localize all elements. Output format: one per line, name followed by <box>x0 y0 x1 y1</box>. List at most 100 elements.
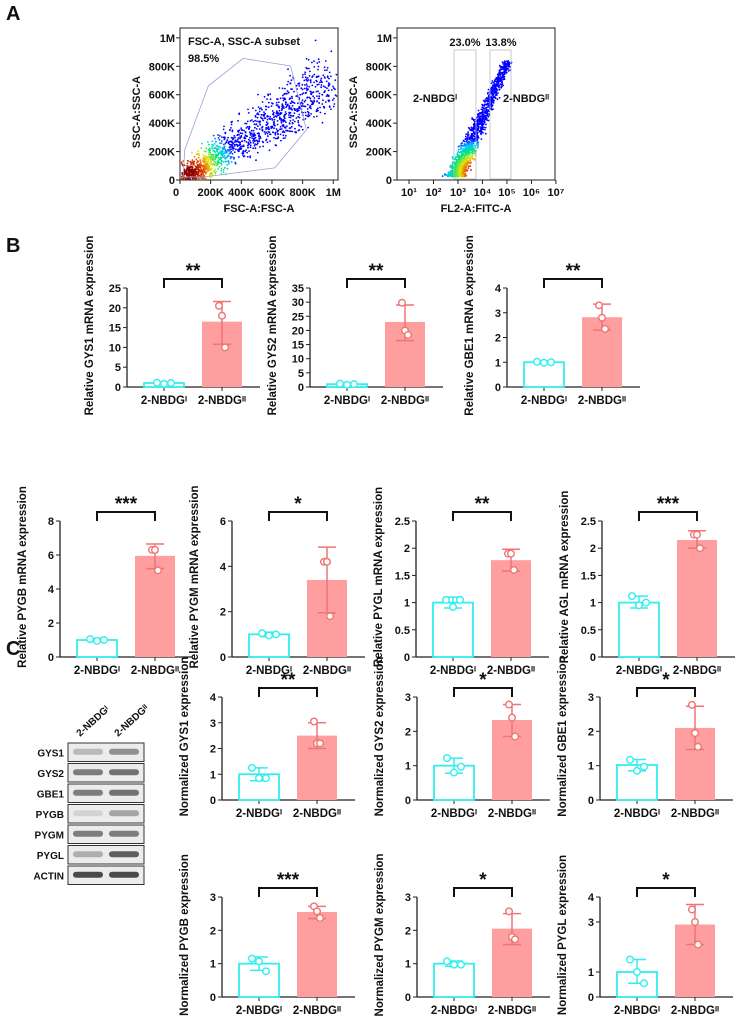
flow-dot <box>301 93 304 96</box>
flow-dot <box>243 136 246 139</box>
flow-dot <box>321 93 324 96</box>
flow-dot <box>318 92 321 95</box>
flow-dot <box>213 147 216 150</box>
flow-dot <box>465 151 468 154</box>
flow-dot <box>259 135 262 138</box>
flow-dot <box>267 106 270 108</box>
flow-dot <box>291 109 293 111</box>
flow-dot <box>485 111 488 114</box>
flow-dot <box>294 127 296 130</box>
blot-band <box>73 748 103 755</box>
flow-dot <box>304 99 307 102</box>
flow-dot <box>251 135 253 138</box>
data-point <box>533 357 542 366</box>
flow-dot <box>195 158 198 161</box>
flow-dot <box>243 139 246 142</box>
flow-dot <box>472 148 475 151</box>
flow-dot <box>469 157 472 160</box>
flow-dot <box>318 102 320 104</box>
data-point <box>313 907 322 916</box>
flow-dot <box>508 62 510 65</box>
flow-dot <box>290 95 293 98</box>
flow-dot <box>485 103 488 106</box>
category-label: 2-NBDGᴵᴵ <box>578 395 626 407</box>
y-tick-label: 30 <box>292 297 304 309</box>
flow-dot <box>286 129 289 132</box>
data-point <box>510 565 519 574</box>
flow-dot <box>311 91 314 94</box>
flow-dot <box>496 98 499 101</box>
flow-dot <box>268 149 271 152</box>
flow-dot <box>237 119 239 122</box>
flow-dot <box>223 152 226 154</box>
flow-dot <box>321 121 324 124</box>
x-axis-label: FL2-A:FITC-A <box>441 203 512 215</box>
flow-dot <box>486 113 489 116</box>
y-tick-label: 2.5 <box>581 516 596 528</box>
flow-dot <box>484 103 486 106</box>
x-tick-label: 10¹ <box>401 187 417 199</box>
flow-dot <box>483 126 485 129</box>
flow-dot <box>303 100 306 103</box>
flow-dot <box>227 159 230 162</box>
flow-dot <box>267 122 269 125</box>
flow-dot <box>273 122 275 124</box>
flow-dot <box>252 138 255 141</box>
flow-dot <box>264 133 267 135</box>
data-point <box>628 592 637 601</box>
y-tick-label: 2 <box>48 618 54 630</box>
flow-dot <box>245 127 248 129</box>
flow-dot <box>253 123 256 126</box>
flow-dot <box>320 84 323 86</box>
flow-dot <box>285 129 287 132</box>
significance-stars: * <box>662 870 670 891</box>
flow-dot <box>295 131 297 133</box>
flow-dot <box>223 167 226 169</box>
y-tick-label: 0 <box>169 175 175 187</box>
flow-dot <box>223 138 226 141</box>
flow-dot <box>214 168 217 171</box>
flow-dot <box>503 75 506 78</box>
flow-dot <box>471 139 474 142</box>
flow-dot <box>265 121 268 123</box>
flow-dot <box>495 90 497 93</box>
flow-dot <box>317 75 320 78</box>
flow-dot <box>487 88 490 91</box>
flow-dot <box>323 106 325 108</box>
flow-dot <box>302 73 304 76</box>
data-point <box>635 601 644 610</box>
y-tick-label: 0 <box>405 992 411 1004</box>
flow-dot <box>220 167 223 170</box>
flow-dot <box>328 77 330 80</box>
category-label: 2-NBDGᴵᴵ <box>293 808 341 820</box>
data-point <box>443 957 452 966</box>
flow-dot <box>326 69 328 71</box>
flow-dot <box>186 162 189 165</box>
flow-dot <box>273 136 275 139</box>
data-point <box>696 544 705 553</box>
flow-dot <box>478 113 481 115</box>
blot-row-label: GYS2 <box>37 769 64 780</box>
flow-dot <box>305 87 308 89</box>
flow-dot <box>263 113 266 115</box>
flow-dot <box>183 168 186 171</box>
flow-dot <box>327 85 330 87</box>
flow-dot <box>247 143 250 146</box>
y-tick-label: 8 <box>48 516 54 528</box>
flow-dot <box>473 137 476 140</box>
flow-dot <box>232 149 234 151</box>
data-point <box>442 595 451 604</box>
flow-dot <box>237 141 240 144</box>
flow-dot <box>193 160 196 163</box>
flow-dots <box>441 60 513 178</box>
flow-dot <box>278 109 281 112</box>
flow-dot <box>245 122 248 125</box>
flow-dot <box>240 145 243 148</box>
y-axis-label: Relative GBE1 mRNA expression <box>464 235 476 415</box>
flow-dot <box>457 150 460 153</box>
flow-dot <box>239 143 241 145</box>
flow-dot <box>283 117 286 120</box>
flow-dot <box>287 68 289 71</box>
flow-dot <box>461 147 463 150</box>
flow-dot <box>245 141 248 143</box>
